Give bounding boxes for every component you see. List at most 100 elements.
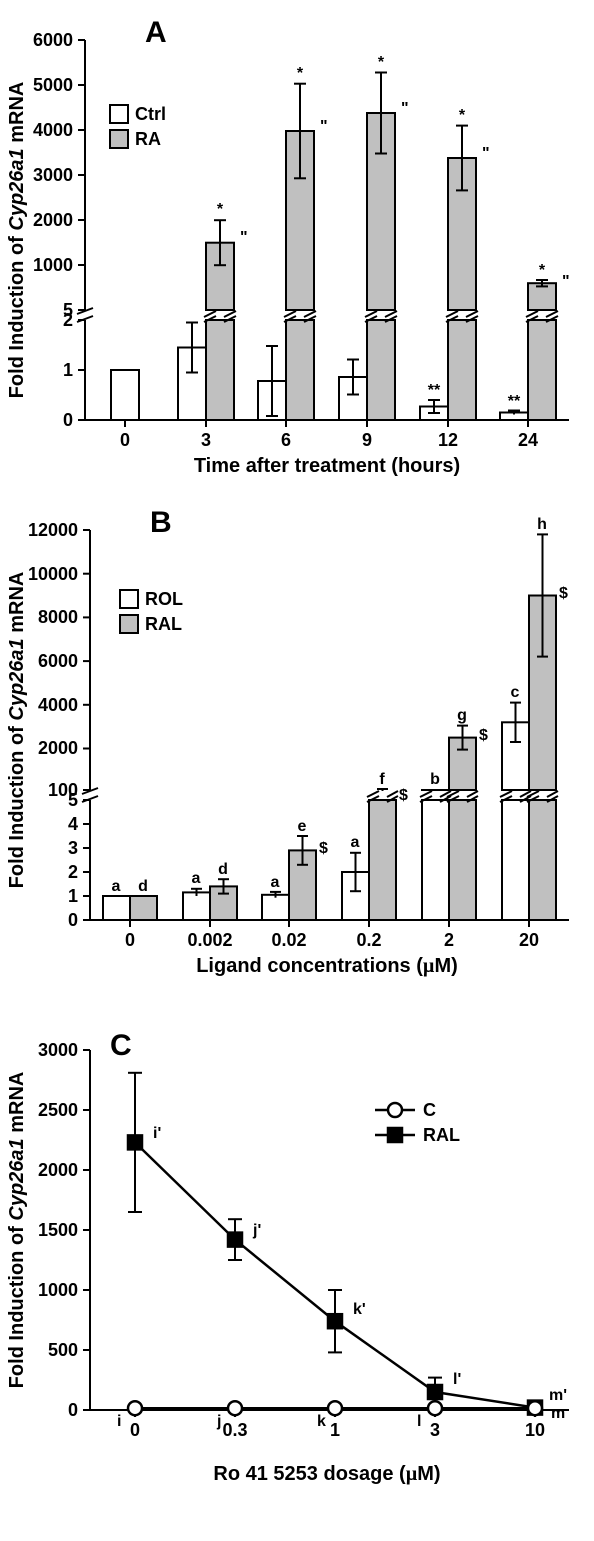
xtick-label: 0 <box>120 430 130 450</box>
ytick-label: 8000 <box>38 607 78 627</box>
bar-ral-3-lower <box>369 800 396 920</box>
panel-c-svg: 0 500 1000 1500 2000 2500 3000 0 0.3 1 3… <box>5 1000 589 1500</box>
annot-rol: b <box>430 771 440 788</box>
panel-a: 0 1 2 5 1000 2000 3000 4000 5000 6000 0 … <box>5 10 589 480</box>
ytick-label: 0 <box>63 410 73 430</box>
xtick-label: 3 <box>201 430 211 450</box>
xtick-label: 2 <box>444 930 454 950</box>
legend-marker-c <box>388 1103 402 1117</box>
annot-ral: l' <box>453 1371 461 1388</box>
ytick-label: 2 <box>68 862 78 882</box>
ytick-label: 1 <box>63 360 73 380</box>
ytick-label: 1500 <box>38 1220 78 1240</box>
annot-ral: f <box>379 771 385 788</box>
legend-label-ral: RAL <box>423 1125 460 1145</box>
xtick-label: 0 <box>130 1420 140 1440</box>
marker-c <box>128 1401 142 1415</box>
annot-ral-side: $ <box>319 840 328 857</box>
annot-ral: j' <box>252 1222 261 1239</box>
ytick-label: 3 <box>68 838 78 858</box>
annot-c: l <box>417 1413 421 1430</box>
bar-ra-12-lower <box>448 320 476 420</box>
xtick-label: 0.002 <box>187 930 232 950</box>
line-ral <box>135 1142 535 1407</box>
bar-ra-3-lower <box>206 320 234 420</box>
bar-ra-9-lower <box>367 320 395 420</box>
annot-rol: a <box>271 874 280 891</box>
legend: C RAL <box>375 1100 460 1145</box>
xtick-label: 0.3 <box>222 1420 247 1440</box>
xtick-label: 0.02 <box>271 930 306 950</box>
legend-label-c: C <box>423 1100 436 1120</box>
bar-rol-2 <box>262 895 289 920</box>
annot-ral-side: $ <box>559 585 568 602</box>
ytick-label: 6000 <box>33 30 73 50</box>
ytick-label: 3000 <box>38 1040 78 1060</box>
annot-ra-top: * <box>459 107 466 124</box>
legend-label-ral: RAL <box>145 614 182 634</box>
ytick-label: 1 <box>68 886 78 906</box>
panel-b-svg: 0 1 2 3 4 5 100 2000 4000 6000 8000 1000… <box>5 500 589 980</box>
legend-swatch-rol <box>120 590 138 608</box>
xtick-label: 0.2 <box>356 930 381 950</box>
bar-ra-24-lower <box>528 320 556 420</box>
xtick-label: 24 <box>518 430 538 450</box>
y-axis-title: Fold Induction of Cyp26a1 mRNA <box>6 1072 28 1389</box>
ytick-label: 4000 <box>38 695 78 715</box>
ytick-label: 0 <box>68 1400 78 1420</box>
annot-ral-side: $ <box>399 787 408 804</box>
annot-rol: a <box>351 834 360 851</box>
x-ticks: 0 3 6 9 12 24 <box>120 420 538 450</box>
panel-a-svg: 0 1 2 5 1000 2000 3000 4000 5000 6000 0 … <box>5 10 589 480</box>
legend-marker-ral <box>388 1128 402 1142</box>
annot-ral: g <box>457 707 467 724</box>
annot-rol: c <box>511 684 520 701</box>
annot-ral: i' <box>153 1125 161 1142</box>
annot-ra-side: " <box>482 145 490 162</box>
annot-ral: m' <box>549 1387 567 1404</box>
bar-ral-0 <box>130 896 157 920</box>
legend-label-ra: RA <box>135 129 161 149</box>
annot-ra-top: * <box>217 201 224 218</box>
legend: ROL RAL <box>120 589 183 634</box>
legend: Ctrl RA <box>110 104 166 149</box>
x-axis-title: Time after treatment (hours) <box>194 455 460 477</box>
annot-ra-top: * <box>378 54 385 71</box>
panel-b: 0 1 2 3 4 5 100 2000 4000 6000 8000 1000… <box>5 500 589 980</box>
legend-swatch-ra <box>110 130 128 148</box>
bar-ral-4-lower <box>449 800 476 920</box>
y-ticks-upper: 100 2000 4000 6000 8000 10000 12000 <box>28 520 90 800</box>
annot-ra-top: * <box>539 262 546 279</box>
ytick-label: 6000 <box>38 651 78 671</box>
y-ticks-lower: 0 1 2 <box>63 310 85 430</box>
marker-ral <box>228 1233 242 1247</box>
ytick-label: 4000 <box>33 120 73 140</box>
annot-c: j <box>216 1413 221 1430</box>
ytick-label: 2000 <box>38 738 78 758</box>
xtick-label: 12 <box>438 430 458 450</box>
annot-rol: a <box>192 870 201 887</box>
annot-ral: d <box>138 878 148 895</box>
annot-ra-top: * <box>297 65 304 82</box>
legend-swatch-ctrl <box>110 105 128 123</box>
marker-c <box>228 1401 242 1415</box>
ytick-label: 2000 <box>38 1160 78 1180</box>
panel-c: 0 500 1000 1500 2000 2500 3000 0 0.3 1 3… <box>5 1000 589 1500</box>
marker-c <box>428 1401 442 1415</box>
xtick-label: 10 <box>525 1420 545 1440</box>
x-ticks: 0 0.002 0.02 0.2 2 20 <box>125 920 539 950</box>
xtick-label: 20 <box>519 930 539 950</box>
legend-swatch-ral <box>120 615 138 633</box>
xtick-label: 9 <box>362 430 372 450</box>
ytick-label: 1000 <box>38 1280 78 1300</box>
ytick-label: 4 <box>68 814 78 834</box>
xtick-label: 0 <box>125 930 135 950</box>
ytick-label: 100 <box>48 780 78 800</box>
err-ral <box>128 1073 542 1410</box>
annot-ral: e <box>298 818 307 835</box>
bar-ra-6-lower <box>286 320 314 420</box>
marker-ral <box>328 1314 342 1328</box>
legend-label-ctrl: Ctrl <box>135 104 166 124</box>
xtick-label: 1 <box>330 1420 340 1440</box>
annot-c: i <box>117 1413 121 1430</box>
